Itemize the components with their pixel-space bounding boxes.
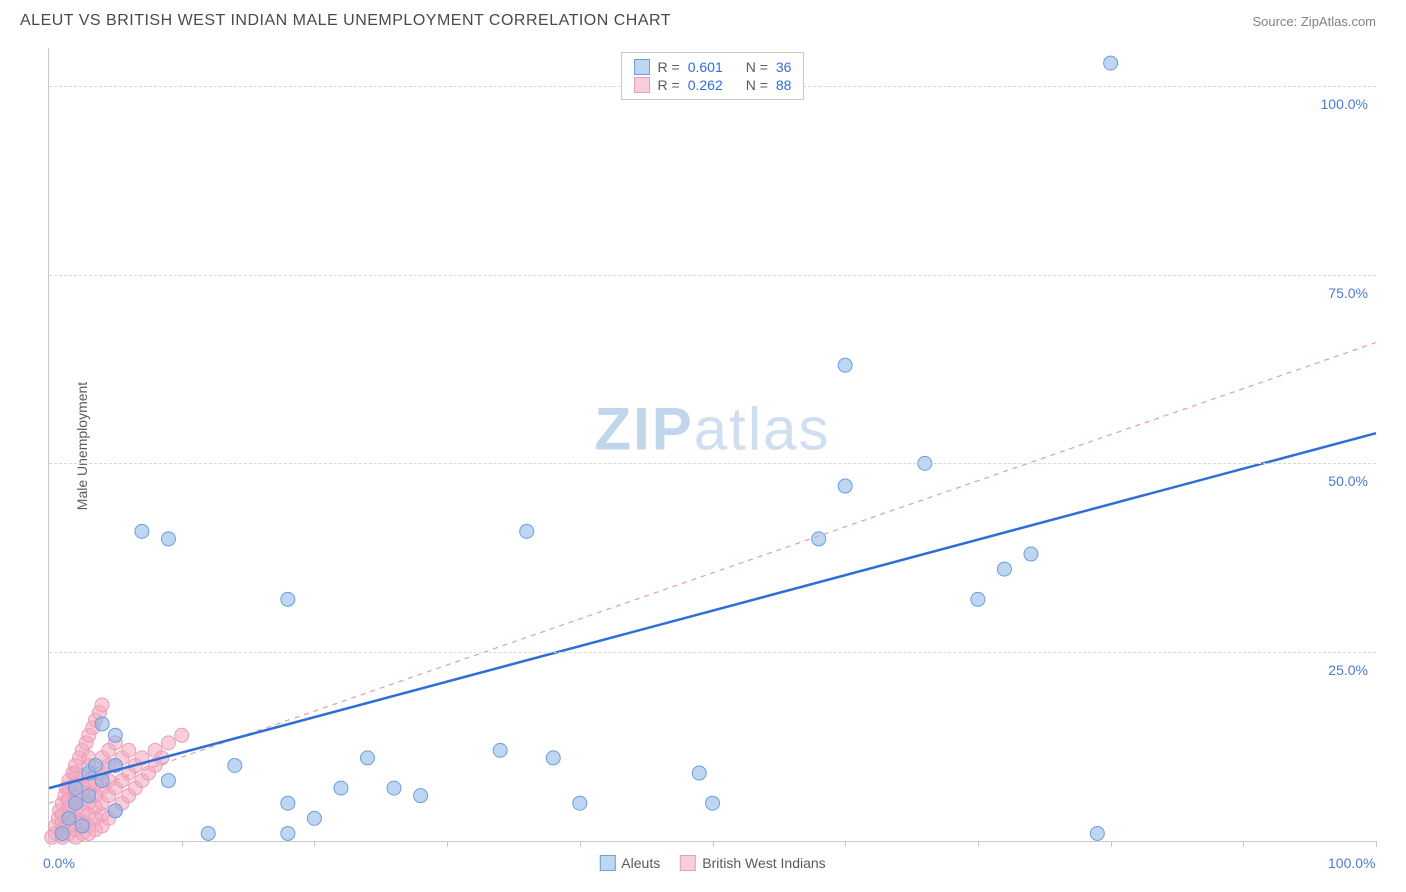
legend-correlation: R = 0.601 N = 36 R = 0.262 N = 88 xyxy=(621,52,805,100)
scatter-plot xyxy=(49,48,1376,841)
x-tick xyxy=(713,841,714,847)
y-tick-label: 25.0% xyxy=(1328,662,1368,678)
scatter-point xyxy=(135,524,149,538)
legend-swatch xyxy=(634,59,650,75)
x-tick xyxy=(1111,841,1112,847)
legend-r-value: 0.262 xyxy=(688,77,738,93)
scatter-point xyxy=(1090,826,1104,840)
legend-swatch xyxy=(680,855,696,871)
scatter-point xyxy=(281,826,295,840)
scatter-point xyxy=(95,698,109,712)
legend-series: Aleuts British West Indians xyxy=(599,855,825,871)
x-tick xyxy=(845,841,846,847)
legend-item: Aleuts xyxy=(599,855,660,871)
x-tick xyxy=(1376,841,1377,847)
x-tick xyxy=(49,841,50,847)
scatter-point xyxy=(997,562,1011,576)
scatter-point xyxy=(69,796,83,810)
scatter-point xyxy=(520,524,534,538)
scatter-point xyxy=(82,789,96,803)
x-tick-label: 100.0% xyxy=(1328,855,1375,871)
scatter-point xyxy=(88,758,102,772)
scatter-point xyxy=(122,743,136,757)
scatter-point xyxy=(161,736,175,750)
scatter-point xyxy=(108,804,122,818)
scatter-point xyxy=(573,796,587,810)
legend-r-label: R = xyxy=(658,77,680,93)
gridline xyxy=(49,275,1376,276)
x-tick xyxy=(314,841,315,847)
header: ALEUT VS BRITISH WEST INDIAN MALE UNEMPL… xyxy=(0,0,1406,38)
scatter-point xyxy=(161,774,175,788)
scatter-point xyxy=(62,811,76,825)
x-tick xyxy=(447,841,448,847)
scatter-point xyxy=(161,532,175,546)
scatter-point xyxy=(360,751,374,765)
legend-label: British West Indians xyxy=(702,855,825,871)
legend-n-value: 88 xyxy=(776,77,792,93)
scatter-point xyxy=(1104,56,1118,70)
legend-swatch xyxy=(599,855,615,871)
scatter-point xyxy=(971,592,985,606)
y-tick-label: 75.0% xyxy=(1328,285,1368,301)
gridline xyxy=(49,463,1376,464)
scatter-point xyxy=(55,826,69,840)
y-tick-label: 100.0% xyxy=(1321,96,1368,112)
trend-line xyxy=(49,433,1376,788)
x-tick xyxy=(182,841,183,847)
source-attribution: Source: ZipAtlas.com xyxy=(1252,14,1376,29)
legend-r-value: 0.601 xyxy=(688,59,738,75)
legend-swatch xyxy=(634,77,650,93)
scatter-point xyxy=(281,796,295,810)
scatter-point xyxy=(493,743,507,757)
y-tick-label: 50.0% xyxy=(1328,473,1368,489)
scatter-point xyxy=(838,358,852,372)
scatter-point xyxy=(228,758,242,772)
x-tick xyxy=(580,841,581,847)
legend-item: British West Indians xyxy=(680,855,825,871)
scatter-point xyxy=(201,826,215,840)
x-tick xyxy=(1243,841,1244,847)
scatter-point xyxy=(75,819,89,833)
scatter-point xyxy=(706,796,720,810)
legend-n-value: 36 xyxy=(776,59,792,75)
legend-n-label: N = xyxy=(746,59,768,75)
x-tick xyxy=(978,841,979,847)
scatter-point xyxy=(307,811,321,825)
scatter-point xyxy=(334,781,348,795)
legend-n-label: N = xyxy=(746,77,768,93)
legend-r-label: R = xyxy=(658,59,680,75)
x-tick-label: 0.0% xyxy=(43,855,75,871)
legend-label: Aleuts xyxy=(621,855,660,871)
scatter-point xyxy=(546,751,560,765)
scatter-point xyxy=(414,789,428,803)
chart-title: ALEUT VS BRITISH WEST INDIAN MALE UNEMPL… xyxy=(20,12,671,30)
scatter-point xyxy=(1024,547,1038,561)
scatter-point xyxy=(281,592,295,606)
scatter-point xyxy=(692,766,706,780)
scatter-point xyxy=(95,717,109,731)
chart-area: ZIPatlas R =0.601N =36R =0.262N =88 Aleu… xyxy=(48,48,1376,842)
scatter-point xyxy=(387,781,401,795)
gridline xyxy=(49,652,1376,653)
legend-row: R = 0.601 N = 36 xyxy=(634,59,792,75)
scatter-point xyxy=(838,479,852,493)
legend-row: R = 0.262 N = 88 xyxy=(634,77,792,93)
scatter-point xyxy=(175,728,189,742)
scatter-point xyxy=(108,728,122,742)
